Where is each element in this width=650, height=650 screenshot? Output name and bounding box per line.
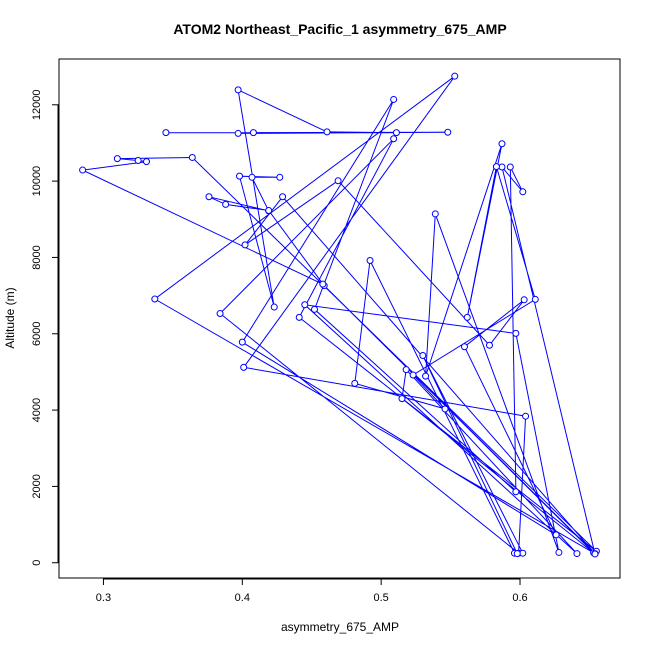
data-point <box>134 157 142 165</box>
data-point <box>512 329 520 337</box>
data-point <box>236 172 244 180</box>
data-point <box>113 155 121 163</box>
data-point <box>162 129 170 137</box>
x-tick-label: 0.6 <box>512 592 527 604</box>
data-point <box>295 313 303 321</box>
data-point <box>522 412 530 420</box>
data-point <box>591 550 599 558</box>
data-point <box>270 303 278 311</box>
data-point <box>222 200 230 208</box>
data-point <box>216 310 224 318</box>
data-point <box>463 313 471 321</box>
y-axis: 0 2000 4000 6000 8000 10000 12000 <box>31 89 59 566</box>
data-point <box>392 129 400 137</box>
data-point <box>334 177 342 185</box>
data-point <box>431 210 439 218</box>
x-tick-label: 0.5 <box>374 592 389 604</box>
data-point <box>390 135 398 143</box>
data-point <box>241 241 249 249</box>
data-point <box>319 280 327 288</box>
data-point <box>552 531 560 539</box>
data-point <box>520 296 528 304</box>
data-point <box>279 193 287 201</box>
data-point <box>238 338 246 346</box>
y-tick-label: 10000 <box>31 166 43 197</box>
data-point <box>506 163 514 171</box>
data-point <box>351 379 359 387</box>
chart-title: ATOM2 Northeast_Pacific_1 asymmetry_675_… <box>173 21 506 37</box>
data-point <box>188 153 196 161</box>
data-point <box>366 256 374 264</box>
data-point <box>276 173 284 181</box>
data-point <box>573 550 581 558</box>
data-point <box>205 193 213 201</box>
x-axis-label: asymmetry_675_AMP <box>281 620 399 634</box>
series-line <box>80 75 597 556</box>
y-tick-label: 12000 <box>31 89 43 120</box>
data-point <box>512 488 520 496</box>
data-point <box>265 207 273 215</box>
data-point <box>151 295 159 303</box>
data-point <box>498 140 506 148</box>
y-tick-label: 2000 <box>31 474 43 498</box>
data-point <box>519 188 527 196</box>
data-point <box>398 395 406 403</box>
data-point <box>444 128 452 136</box>
data-series <box>79 72 600 558</box>
data-point <box>531 295 539 303</box>
data-point <box>409 371 417 379</box>
data-point <box>485 341 493 349</box>
data-point <box>492 163 500 171</box>
data-point <box>390 95 398 103</box>
data-point <box>301 301 309 309</box>
data-point <box>248 173 256 181</box>
data-point <box>422 372 430 380</box>
data-point <box>249 129 257 137</box>
data-point <box>234 86 242 94</box>
x-tick-label: 0.3 <box>96 592 111 604</box>
data-point <box>441 405 449 413</box>
data-point <box>234 129 242 137</box>
y-tick-label: 0 <box>31 560 43 566</box>
plot-frame <box>58 58 621 579</box>
data-point <box>419 352 427 360</box>
data-point <box>79 166 87 174</box>
data-point <box>555 548 563 556</box>
y-tick-label: 4000 <box>31 398 43 422</box>
y-axis-label: Altitude (m) <box>3 287 17 348</box>
data-point <box>513 550 521 558</box>
data-point <box>240 363 248 371</box>
data-point <box>451 72 459 80</box>
x-axis: 0.3 0.4 0.5 0.6 <box>96 578 528 604</box>
y-tick-label: 8000 <box>31 245 43 269</box>
data-point <box>142 158 150 166</box>
y-tick-label: 6000 <box>31 322 43 346</box>
data-point <box>402 366 410 374</box>
x-tick-label: 0.4 <box>235 592 250 604</box>
data-point <box>311 305 319 313</box>
data-point <box>323 128 331 136</box>
data-point <box>460 343 468 351</box>
